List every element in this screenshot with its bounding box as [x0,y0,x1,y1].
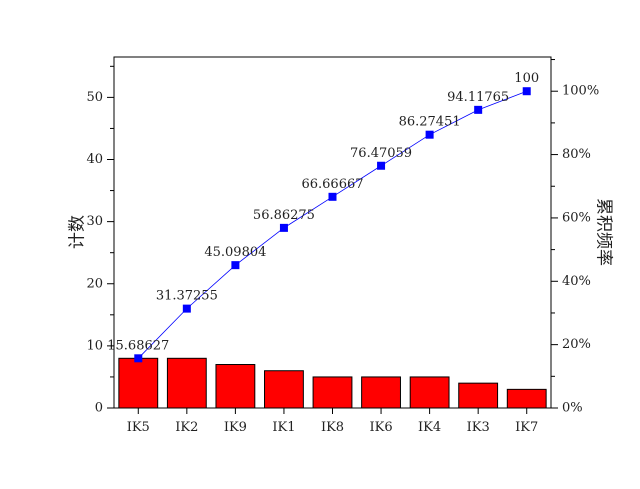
bar-ik7 [506,388,547,409]
y-tick-label: 20 [86,276,103,291]
cumulative-point-ik7 [522,87,531,96]
y-tick-label: 50 [86,90,103,105]
cumulative-point-ik8 [328,192,337,201]
cumulative-line-group: 15.68627 31.37255 45.09804 56.86275 66.66667… [107,71,539,363]
y2-tick-label: 40% [562,274,591,289]
bar-ik4 [409,376,450,409]
cumulative-point-label: 100 [514,71,539,86]
y2-tick-label: 100% [562,84,599,99]
cumulative-point-label: 15.68627 [107,338,169,353]
bar-ik2 [166,357,207,409]
cumulative-point-ik9 [231,261,240,270]
bar-ik6 [361,376,401,409]
y-tick-label: 10 [86,338,103,353]
y2-axis-title: 累积频率 [594,198,614,266]
y2-tick-label: 80% [562,147,591,162]
cumulative-point-ik4 [425,130,434,139]
cumulative-point-label: 76.47059 [350,146,412,161]
cumulative-point-label: 86.27451 [399,115,461,130]
y2-tick-label: 0% [562,401,583,416]
y-axis-title: 计数 [68,215,88,249]
x-tick-label: IK4 [418,420,441,435]
cumulative-point-ik5 [134,354,143,363]
x-tick-label: IK5 [127,420,150,435]
x-tick-label: IK8 [321,420,344,435]
left-y-axis: 0 10 20 30 40 50 [86,65,114,416]
y-tick-label: 0 [95,401,103,416]
bar-ik9 [215,364,256,409]
y2-tick-label: 60% [562,210,591,225]
x-tick-label: IK2 [175,420,198,435]
cumulative-point-ik1 [279,223,288,232]
y-tick-label: 30 [86,214,103,229]
right-y-axis: 0% 20% 40% 60% 80% 100% [551,59,599,416]
x-tick-label: IK6 [369,420,392,435]
bar-group [118,357,547,409]
plot-frame [113,56,552,409]
bar-ik1 [264,370,304,409]
cumulative-point-label: 56.86275 [253,208,315,223]
cumulative-point-label: 66.66667 [301,177,363,192]
bar-ik5 [118,357,159,409]
x-tick-label: IK7 [515,420,538,435]
cumulative-point-label: 45.09804 [204,245,266,260]
cumulative-point-label: 94.11765 [447,90,509,105]
x-tick-label: IK9 [224,420,247,435]
cumulative-line [137,90,527,359]
x-tick-label: IK3 [467,420,490,435]
bar-ik8 [312,376,353,409]
bar-ik3 [458,382,499,409]
y-tick-label: 40 [86,152,103,167]
x-axis: IK5 IK2 IK9 IK1 IK8 IK6 IK4 IK3 IK7 [127,408,538,435]
cumulative-point-label: 31.37255 [156,289,218,304]
y2-tick-label: 20% [562,337,591,352]
cumulative-point-ik6 [377,161,386,170]
cumulative-point-ik3 [474,105,483,114]
x-tick-label: IK1 [272,420,295,435]
cumulative-point-ik2 [182,304,191,313]
